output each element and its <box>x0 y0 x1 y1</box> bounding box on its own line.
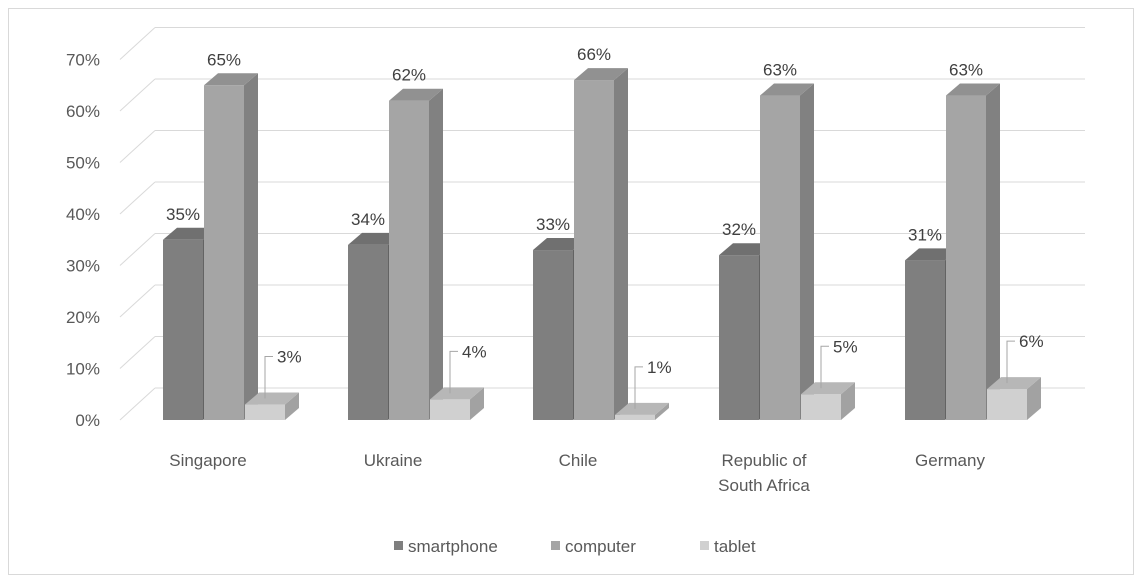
bar-top-tablet <box>801 382 855 395</box>
side-wall-gridline <box>119 336 156 369</box>
y-tick-label: 50% <box>66 154 100 173</box>
category-label: Germany <box>915 451 985 470</box>
bar-top-tablet <box>430 387 484 400</box>
bar-top-computer <box>574 68 628 81</box>
bar-side-tablet <box>285 392 299 420</box>
y-tick-label: 70% <box>66 51 100 70</box>
category-label: Republic of <box>721 451 806 470</box>
category-label: Ukraine <box>364 451 423 470</box>
leader-line <box>1006 340 1015 384</box>
bar-side-computer <box>986 83 1000 421</box>
bar-side-computer <box>429 88 443 420</box>
category-label: Chile <box>559 451 598 470</box>
legend-swatch-tablet <box>700 541 709 550</box>
leader-line <box>820 345 829 389</box>
data-label-computer: 63% <box>949 61 983 80</box>
y-tick-label: 40% <box>66 205 100 224</box>
data-label-computer: 65% <box>207 50 241 69</box>
y-tick-label: 10% <box>66 360 100 379</box>
data-label-tablet: 1% <box>647 358 672 377</box>
bar-top-computer <box>946 83 1000 96</box>
y-tick-label: 30% <box>66 257 100 276</box>
bar-top-smartphone <box>163 227 217 240</box>
data-label-smartphone: 32% <box>722 220 756 239</box>
bar-smartphone <box>533 250 573 420</box>
bar-top-smartphone <box>348 232 402 245</box>
legend-swatch-computer <box>551 541 560 550</box>
y-tick-label: 60% <box>66 102 100 121</box>
category-label: South Africa <box>718 476 810 495</box>
leader-line <box>264 356 273 399</box>
bar-side-computer <box>800 83 814 421</box>
leader-line <box>449 350 458 394</box>
bar-computer <box>574 80 614 420</box>
legend-swatch-smartphone <box>394 541 403 550</box>
data-label-tablet: 6% <box>1019 332 1044 351</box>
bar-smartphone <box>905 260 945 420</box>
side-wall-gridline <box>119 130 156 163</box>
data-label-smartphone: 33% <box>536 215 570 234</box>
side-wall-gridline <box>119 181 156 215</box>
bar-computer <box>946 95 986 421</box>
bar-top-smartphone <box>905 248 959 261</box>
side-wall-gridline <box>119 78 156 112</box>
data-label-tablet: 3% <box>277 348 302 367</box>
bar-top-tablet <box>245 392 299 405</box>
bar-computer <box>204 85 244 420</box>
data-label-tablet: 4% <box>462 342 487 361</box>
bar-tablet <box>801 394 841 420</box>
bar-top-computer <box>204 73 258 86</box>
data-label-smartphone: 31% <box>908 225 942 244</box>
bar-side-tablet <box>470 387 484 420</box>
bar-top-smartphone <box>719 243 773 256</box>
side-wall-gridline <box>119 284 156 318</box>
data-label-smartphone: 34% <box>351 210 385 229</box>
data-label-computer: 63% <box>763 61 797 80</box>
bar-side-tablet <box>655 402 669 420</box>
y-tick-label: 20% <box>66 308 100 327</box>
data-label-computer: 66% <box>577 45 611 64</box>
legend-label-computer: computer <box>565 537 636 556</box>
bar-top-tablet <box>987 377 1041 390</box>
bar-computer <box>760 95 800 421</box>
bar-computer <box>389 100 429 420</box>
bar-tablet <box>430 399 470 420</box>
bar-smartphone <box>163 239 203 420</box>
bar-tablet <box>615 414 655 420</box>
bar-tablet <box>987 389 1027 420</box>
leader-line <box>634 366 643 409</box>
bar-smartphone <box>719 255 759 420</box>
bar-top-computer <box>389 88 443 101</box>
legend-label-smartphone: smartphone <box>408 537 498 556</box>
side-wall-gridline <box>119 233 156 266</box>
bar-top-computer <box>760 83 814 96</box>
legend-label-tablet: tablet <box>714 537 756 556</box>
bar-smartphone <box>348 244 388 420</box>
bar-side-tablet <box>1027 377 1041 420</box>
bar-side-computer <box>244 73 258 420</box>
side-wall-gridline <box>119 387 156 421</box>
y-tick-label: 0% <box>75 411 100 430</box>
category-label: Singapore <box>169 451 247 470</box>
bar-side-computer <box>614 68 628 420</box>
bar-tablet <box>245 404 285 420</box>
bar-top-tablet <box>615 402 669 415</box>
bar-side-tablet <box>841 382 855 420</box>
side-wall-gridline <box>119 27 156 60</box>
bar-top-smartphone <box>533 238 587 251</box>
data-label-smartphone: 35% <box>166 205 200 224</box>
data-label-computer: 62% <box>392 66 426 85</box>
data-label-tablet: 5% <box>833 337 858 356</box>
